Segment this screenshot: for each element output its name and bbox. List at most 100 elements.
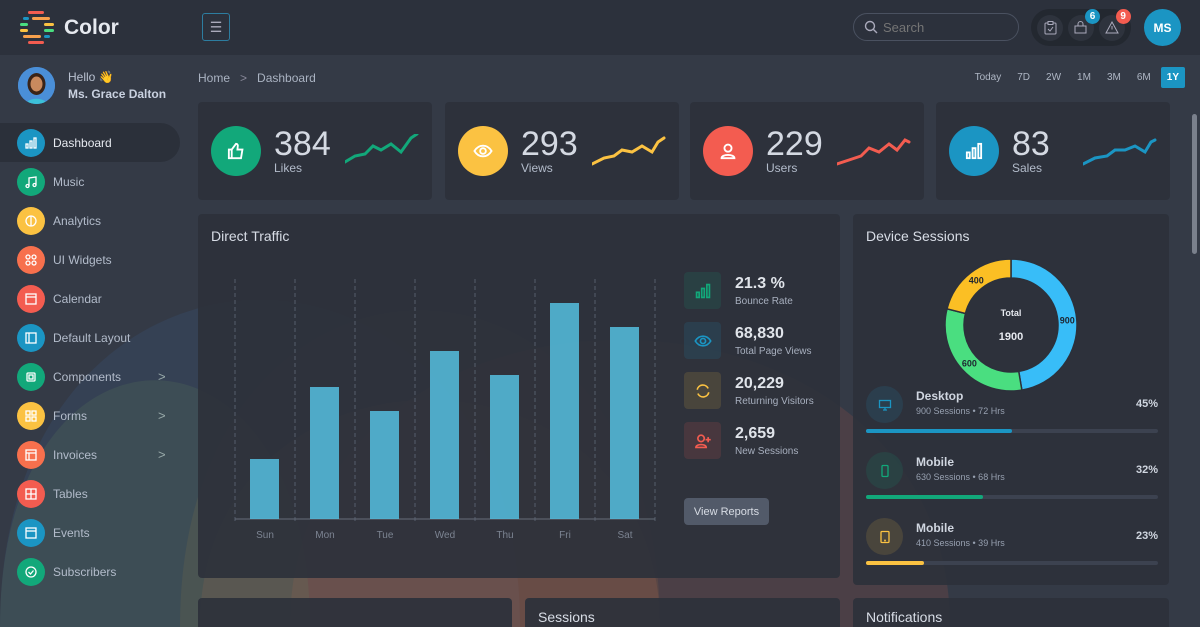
device-sessions: 410 Sessions • 39 Hrs [916,538,1005,548]
sidebar-item-events[interactable]: Events [0,513,185,552]
bar-sat[interactable] [610,327,639,519]
calendar-icon [17,518,45,547]
header-icons: 6 9 [1031,8,1131,46]
greeting: Hello 👋 [68,70,114,84]
app-name: Color [64,16,119,39]
sidebar-item-label: Analytics [53,213,102,228]
breadcrumb-home[interactable]: Home [198,71,231,85]
card-title: Sessions [538,609,595,625]
view-reports-button[interactable]: View Reports [684,498,769,525]
tablet-icon [866,518,903,555]
range-selector: Today 7D 2W 1M 3M 6M 1Y [969,67,1185,88]
hamburger-icon: ☰ [209,18,223,35]
range-3m[interactable]: 3M [1106,72,1121,83]
sidebar-nav: Dashboard Music Analytics UI Widgets Calenda… [0,123,185,591]
scrollbar-thumb[interactable] [1192,114,1197,254]
metric-value: 20,229 [735,374,784,392]
sparkline [592,136,666,166]
metric-new-sessions: 2,659 New Sessions [684,422,798,459]
range-1y[interactable]: 1Y [1160,67,1185,88]
range-1m[interactable]: 1M [1077,72,1091,83]
chevron-right-icon: > [158,408,166,423]
x-tick-label: Wed [435,530,455,541]
pie-icon [17,206,45,235]
tasks-button[interactable] [1037,14,1064,41]
bar-chart-icon [949,126,999,176]
sidebar-item-label: Calendar [53,291,102,306]
logo[interactable]: Color [18,9,119,47]
sidebar-item-forms[interactable]: Forms > [0,396,185,435]
stat-card-views: 293 Views [445,102,679,200]
search-input[interactable] [883,19,1003,35]
alerts-button[interactable]: 9 [1098,8,1131,41]
bar-mon[interactable] [310,387,339,519]
stat-label: Views [521,161,553,175]
range-today[interactable]: Today [974,72,1002,83]
sidebar-item-tables[interactable]: Tables [0,474,185,513]
donut-center-label: Total [1001,308,1022,318]
cart-button[interactable]: 6 [1067,8,1100,41]
sidebar-item-label: Components [53,369,122,384]
alerts-badge: 9 [1115,8,1131,24]
direct-traffic-card: Direct Traffic Sun Mon Tue Wed Thu Fri Sat 21.… [198,214,840,578]
sidebar-item-label: Invoices [53,447,98,462]
bar-thu[interactable] [490,375,519,519]
sidebar-item-dashboard[interactable]: Dashboard [0,123,180,162]
stat-card-users: 229 Users [690,102,924,200]
bar-chart-icon [684,272,721,309]
sidebar-item-label: Forms [53,408,87,423]
sidebar-item-ui-widgets[interactable]: UI Widgets [0,240,185,279]
search-box[interactable] [853,13,1019,41]
metric-returning-visitors: 20,229 Returning Visitors [684,372,814,409]
phone-icon [866,452,903,489]
range-6m[interactable]: 6M [1136,72,1151,83]
sidebar-item-analytics[interactable]: Analytics [0,201,185,240]
x-tick-label: Thu [496,530,513,541]
menu-toggle-button[interactable]: ☰ [202,13,230,41]
sidebar-item-calendar[interactable]: Calendar [0,279,185,318]
top-header: Color ☰ 6 9 MS [0,0,1200,55]
sessions-card: Sessions [525,598,840,627]
device-name: Mobile [916,521,954,535]
bottom-card [198,598,512,627]
sidebar-item-label: Default Layout [53,330,131,345]
metric-value: 21.3 % [735,274,785,292]
bag-icon [1074,21,1087,34]
donut-slice-900[interactable] [1010,258,1078,391]
range-7d[interactable]: 7D [1017,72,1031,83]
range-2w[interactable]: 2W [1046,72,1062,83]
progress-fill [866,495,983,499]
sidebar-item-label: Events [53,525,90,540]
thumbs-up-icon [211,126,261,176]
sidebar-item-default-layout[interactable]: Default Layout [0,318,185,357]
metric-value: 68,830 [735,324,784,342]
table-icon [17,479,45,508]
sidebar-item-music[interactable]: Music [0,162,185,201]
stat-label: Users [766,161,798,175]
sidebar-item-invoices[interactable]: Invoices > [0,435,185,474]
stat-value: 229 [766,125,823,163]
user-avatar [18,67,55,104]
card-title: Direct Traffic [211,228,290,244]
device-percent: 45% [1135,398,1158,410]
profile-avatar[interactable]: MS [1144,9,1181,46]
metric-bounce-rate: 21.3 % Bounce Rate [684,272,793,309]
metric-value: 2,659 [735,424,776,442]
sidebar-item-label: Subscribers [53,564,117,579]
sidebar-item-subscribers[interactable]: Subscribers [0,552,185,591]
donut-slice-400[interactable] [946,258,1012,315]
bar-sun[interactable] [250,459,279,519]
bar-fri[interactable] [550,303,579,519]
refresh-icon [684,372,721,409]
warning-icon [1104,21,1119,34]
bar-tue[interactable] [370,411,399,519]
calendar-icon [17,284,45,313]
stat-card-sales: 83 Sales [936,102,1170,200]
breadcrumb: Home > Dashboard [198,71,316,85]
music-icon [17,167,45,196]
bar-wed[interactable] [430,351,459,519]
sidebar-item-components[interactable]: Components > [0,357,185,396]
metric-label: Returning Visitors [735,395,814,407]
user-profile: Hello 👋 Ms. Grace Dalton [18,67,166,104]
donut-slice-600[interactable] [944,307,1023,392]
